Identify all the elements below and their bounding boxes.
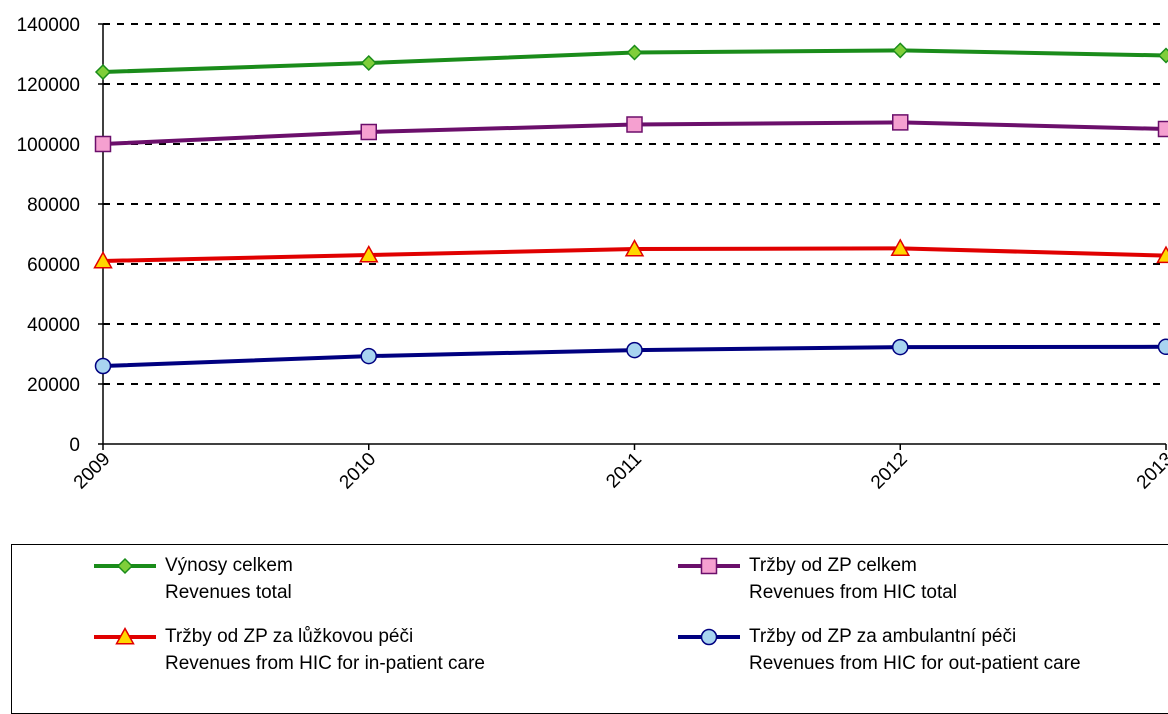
legend: Výnosy celkem Revenues total Tržby od ZP… xyxy=(11,544,1168,714)
legend-label: Tržby od ZP za ambulantní péči xyxy=(749,626,1016,648)
square-marker xyxy=(96,137,111,152)
series-lines xyxy=(95,43,1168,373)
series-3 xyxy=(96,339,1168,373)
legend-label: Tržby od ZP celkem xyxy=(749,555,917,577)
diamond-marker xyxy=(1159,49,1168,63)
circle-marker xyxy=(893,340,908,355)
legend-label-en: Revenues from HIC total xyxy=(749,582,957,604)
series-2 xyxy=(95,240,1168,268)
legend-swatch-2 xyxy=(92,626,158,648)
square-marker xyxy=(702,559,717,574)
y-axis-ticks: 0 20000 40000 60000 80000 100000 120000 140000 xyxy=(17,15,103,456)
y-tick-label: 60000 xyxy=(27,255,80,276)
diamond-marker xyxy=(96,65,110,79)
diamond-marker xyxy=(362,56,376,70)
diamond-marker xyxy=(893,43,907,57)
square-marker xyxy=(893,115,908,130)
square-marker xyxy=(361,125,376,140)
legend-label: Výnosy celkem xyxy=(165,555,293,577)
circle-marker xyxy=(361,349,376,364)
square-marker xyxy=(627,117,642,132)
legend-label-en: Revenues from HIC for out-patient care xyxy=(749,653,1081,675)
y-tick-label: 40000 xyxy=(27,315,80,336)
legend-swatch-1 xyxy=(676,555,742,577)
series-0 xyxy=(96,43,1168,79)
y-tick-label: 140000 xyxy=(17,15,80,36)
diamond-marker xyxy=(628,46,642,60)
x-tick-label: 2010 xyxy=(336,449,381,494)
gridlines xyxy=(103,24,1166,384)
y-tick-label: 0 xyxy=(69,435,80,456)
circle-marker xyxy=(96,359,111,374)
y-tick-label: 120000 xyxy=(17,75,80,96)
y-tick-label: 100000 xyxy=(17,135,80,156)
square-marker xyxy=(1159,122,1168,137)
circle-marker xyxy=(627,343,642,358)
circle-marker xyxy=(1159,339,1168,354)
x-tick-label: 2013 xyxy=(1133,449,1168,494)
x-tick-label: 2012 xyxy=(867,449,912,494)
circle-marker xyxy=(702,630,717,645)
legend-label-en: Revenues total xyxy=(165,582,292,604)
legend-label-en: Revenues from HIC for in-patient care xyxy=(165,653,485,675)
legend-label: Tržby od ZP za lůžkovou péči xyxy=(165,626,413,648)
x-tick-label: 2011 xyxy=(602,449,646,493)
diamond-marker xyxy=(118,559,132,573)
y-tick-label: 20000 xyxy=(27,375,80,396)
y-tick-label: 80000 xyxy=(27,195,80,216)
series-1 xyxy=(96,115,1168,152)
axes xyxy=(103,24,1166,444)
legend-swatch-3 xyxy=(676,626,742,648)
legend-swatch-0 xyxy=(92,555,158,577)
